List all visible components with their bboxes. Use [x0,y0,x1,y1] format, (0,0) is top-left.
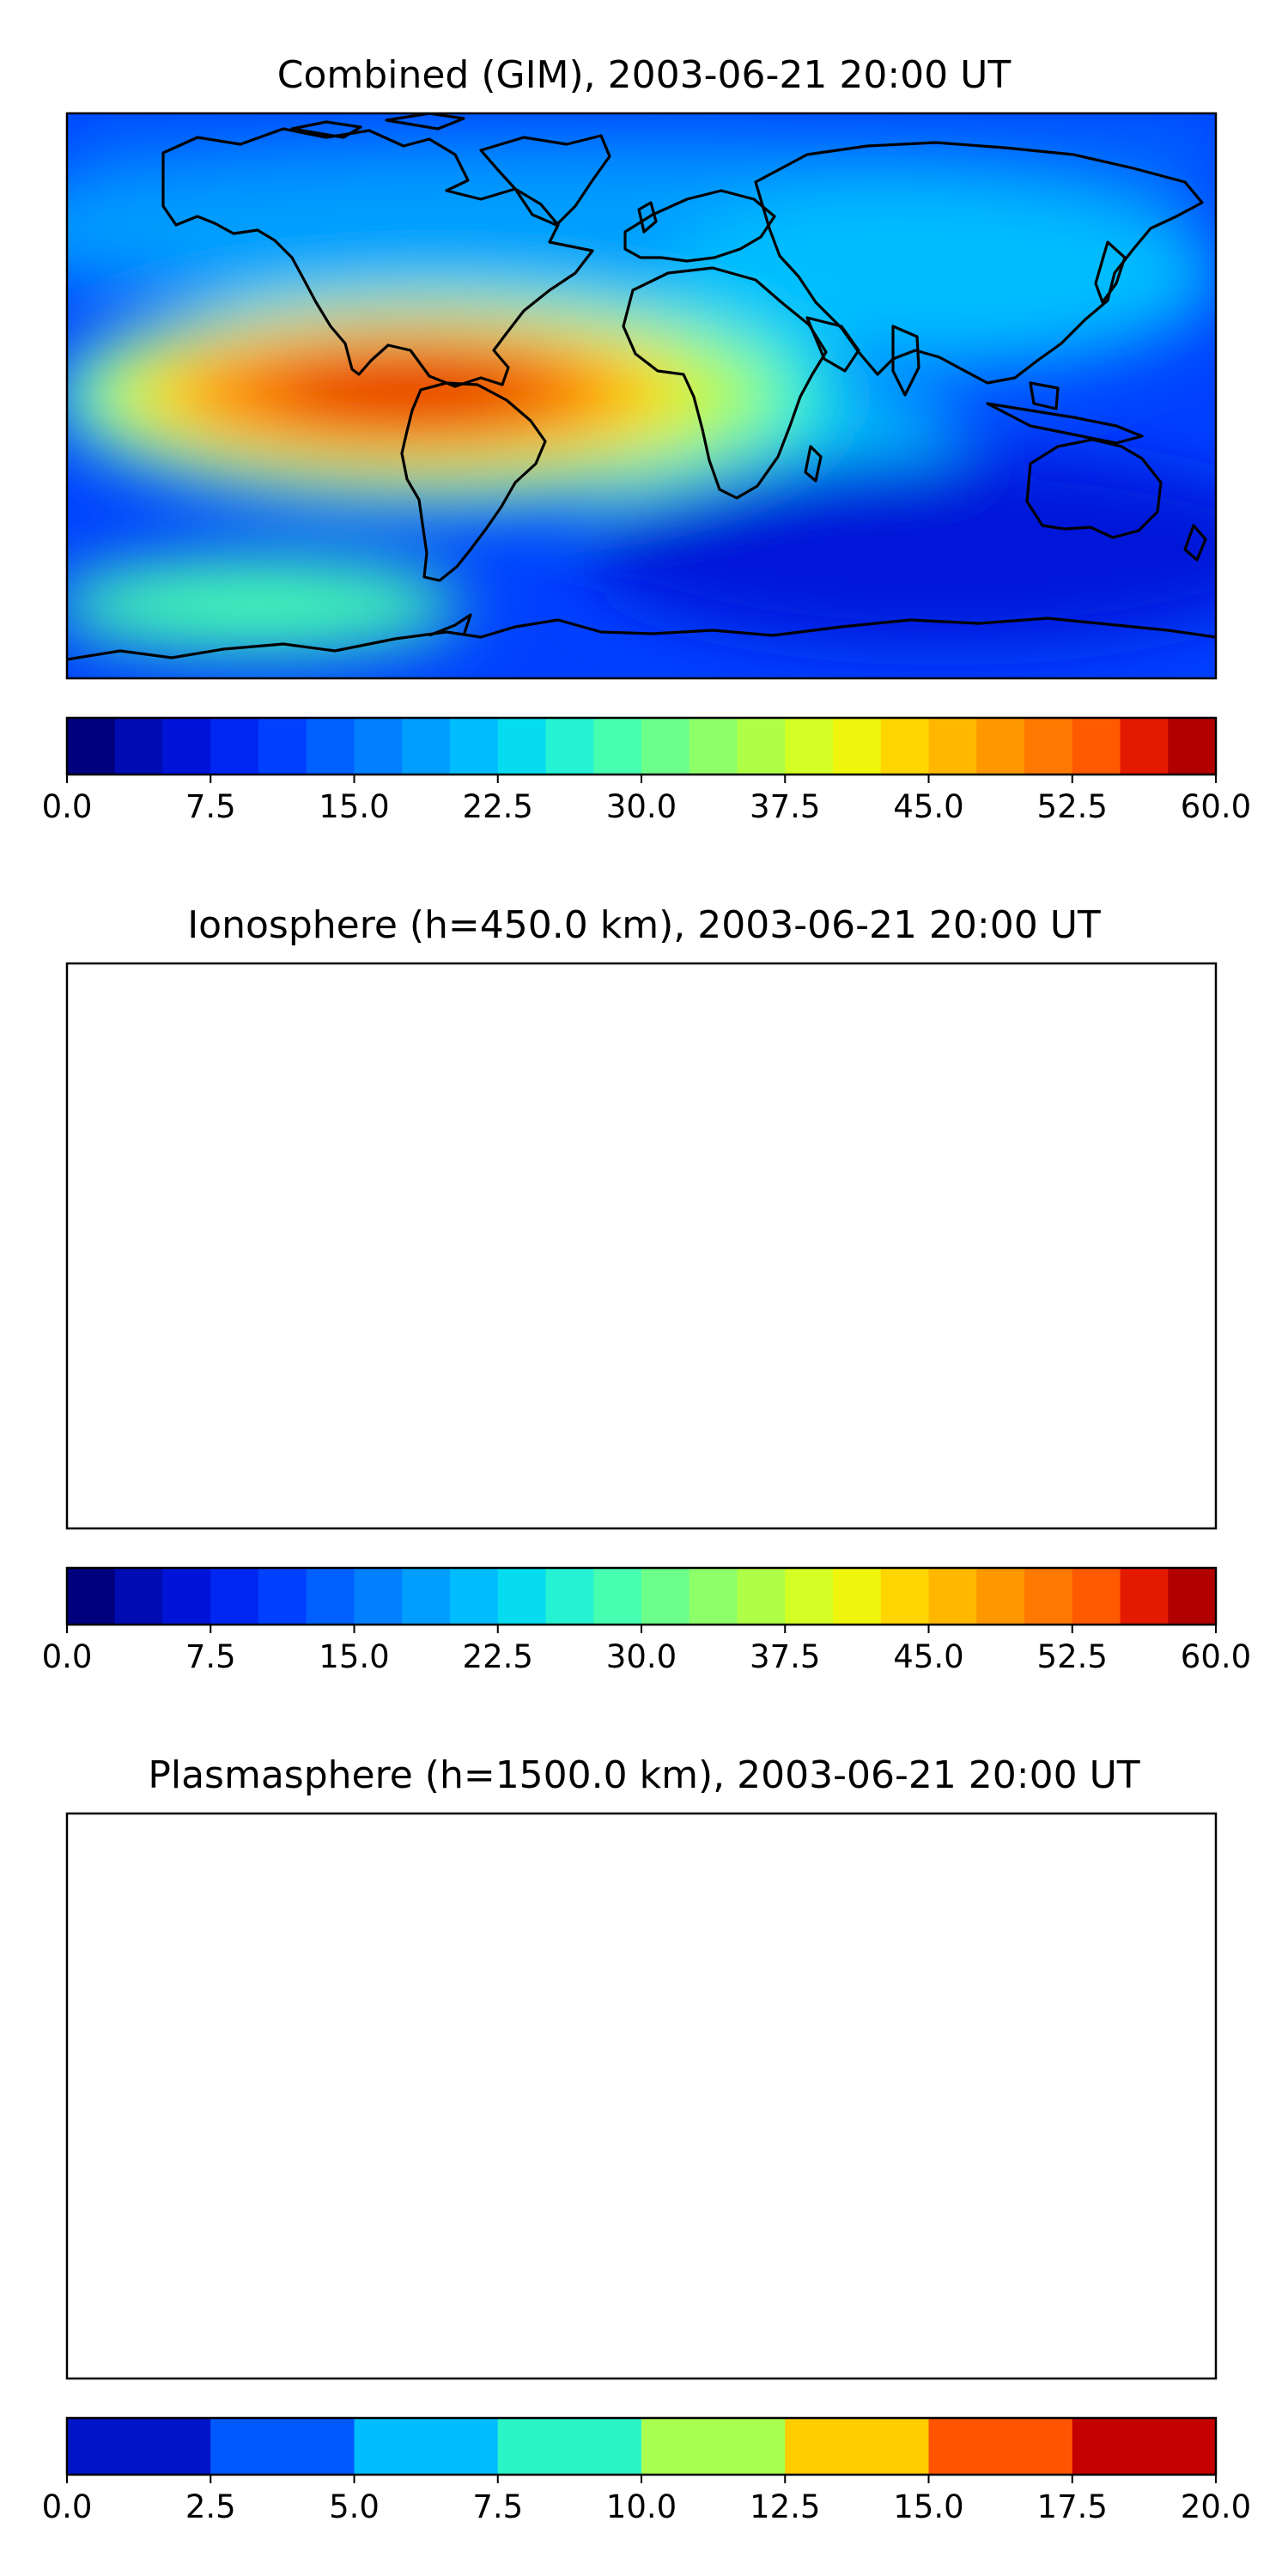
colorbar-1-swatch [67,718,116,775]
colorbar-2-swatch [114,1568,164,1625]
colorbar-1-swatch [737,718,786,775]
colorbar-1-tick-label: 37.5 [750,788,820,825]
colorbar-1-swatch [306,718,355,775]
colorbar-1-tick-label: 15.0 [319,788,389,825]
colorbar-1-swatch [689,718,738,775]
colorbar-1-swatch [641,718,690,775]
colorbar-1-swatch [1024,718,1073,775]
colorbar-1-swatch [545,718,594,775]
colorbar-3-swatch [641,2418,786,2475]
colorbar-2-swatch [258,1568,307,1625]
colorbar-2-swatch [833,1568,882,1625]
colorbar-2-tick-label: 7.5 [185,1638,236,1675]
colorbar-2-tick-label: 60.0 [1181,1638,1251,1675]
colorbar-2-tick-label: 52.5 [1037,1638,1108,1675]
colorbar-1-tick-label: 45.0 [893,788,963,825]
colorbar-1-swatch [210,718,259,775]
colorbar-1-swatch [497,718,547,775]
colorbar-3: 0.0 2.5 5.0 7.5 10.0 12.5 15.0 17.5 20.0 [42,2416,1251,2525]
panel-1-title: Combined (GIM), 2003-06-21 20:00 UT [276,53,1012,97]
colorbar-1-swatch [785,718,834,775]
colorbar-3-swatch [785,2418,930,2475]
colorbar-1-swatch [258,718,307,775]
colorbar-1-swatch [1168,718,1217,775]
colorbar-1-tick-label: 60.0 [1181,788,1251,825]
colorbar-2-swatch [1072,1568,1121,1625]
colorbar-1-swatch [114,718,164,775]
colorbar-2-swatch [497,1568,547,1625]
panel-2-title: Ionosphere (h=450.0 km), 2003-06-21 20:0… [187,903,1101,947]
colorbar-2-tick-label: 30.0 [606,1638,677,1675]
colorbar-1-swatch [880,718,930,775]
colorbar-3-tick-label: 17.5 [1037,2488,1108,2525]
colorbar-3-swatch [210,2418,355,2475]
colorbar-1-tick-label: 52.5 [1037,788,1108,825]
colorbar-2-swatch [354,1568,403,1625]
colorbar-1: 0.0 7.5 15.0 22.5 30.0 37.5 45.0 52.5 60.0 [42,716,1251,825]
colorbar-3-tick-label: 2.5 [185,2488,236,2525]
colorbar-2-swatch [880,1568,930,1625]
colorbar-1-swatch [833,718,882,775]
colorbar-2-swatch [402,1568,451,1625]
colorbar-3-tick-label: 15.0 [893,2488,963,2525]
colorbar-1-swatch [593,718,642,775]
colorbar-1-swatch [928,718,977,775]
colorbar-1-swatch [354,718,403,775]
colorbar-1-tick-label: 22.5 [463,788,533,825]
colorbar-3-swatch [928,2418,1073,2475]
colorbar-2-swatch [306,1568,355,1625]
colorbar-2-tick-label: 15.0 [319,1638,389,1675]
colorbar-1-swatch [976,718,1025,775]
colorbar-3-tick-label: 7.5 [472,2488,523,2525]
colorbar-3-tick-label: 10.0 [606,2488,677,2525]
panel-1-map [67,113,1216,678]
colorbar-1-tick-label: 7.5 [185,788,236,825]
colorbar-3-tick-label: 5.0 [329,2488,380,2525]
colorbar-1-tick-label: 30.0 [606,788,677,825]
panel-3-title: Plasmasphere (h=1500.0 km), 2003-06-21 2… [148,1753,1140,1797]
colorbar-2-tick-label: 0.0 [42,1638,93,1675]
colorbar-2-tick-label: 45.0 [893,1638,963,1675]
colorbar-1-swatch [162,718,211,775]
colorbar-1-swatch [1072,718,1121,775]
colorbar-2-swatch [545,1568,594,1625]
colorbar-3-swatch [497,2418,642,2475]
colorbar-2: 0.0 7.5 15.0 22.5 30.0 37.5 45.0 52.5 60.0 [42,1566,1251,1675]
colorbar-3-tick-label: 20.0 [1181,2488,1251,2525]
colorbar-2-tick-label: 22.5 [463,1638,533,1675]
colorbar-2-swatch [1120,1568,1169,1625]
colorbar-1-tick-label: 0.0 [42,788,93,825]
colorbar-2-swatch [928,1568,977,1625]
colorbar-2-swatch [162,1568,211,1625]
colorbar-2-swatch [210,1568,259,1625]
colorbar-3-tick-label: 12.5 [750,2488,820,2525]
colorbar-3-swatch [1072,2418,1217,2475]
colorbar-2-swatch [450,1568,499,1625]
colorbar-2-swatch [785,1568,834,1625]
colorbar-3-swatch [67,2418,211,2475]
colorbar-2-swatch [1024,1568,1073,1625]
colorbar-2-swatch [641,1568,690,1625]
colorbar-2-tick-label: 37.5 [750,1638,820,1675]
colorbar-1-swatch [450,718,499,775]
colorbar-2-swatch [976,1568,1025,1625]
colorbar-2-swatch [1168,1568,1217,1625]
colorbar-2-swatch [67,1568,116,1625]
colorbar-2-swatch [689,1568,738,1625]
colorbar-3-swatch [354,2418,499,2475]
colorbar-2-swatch [737,1568,786,1625]
panel-3-map [0,1814,1288,2379]
colorbar-1-swatch [402,718,451,775]
colorbar-1-swatch [1120,718,1169,775]
colorbar-3-tick-label: 0.0 [42,2488,93,2525]
colorbar-2-swatch [593,1568,642,1625]
panel-2-map [0,963,1271,1528]
